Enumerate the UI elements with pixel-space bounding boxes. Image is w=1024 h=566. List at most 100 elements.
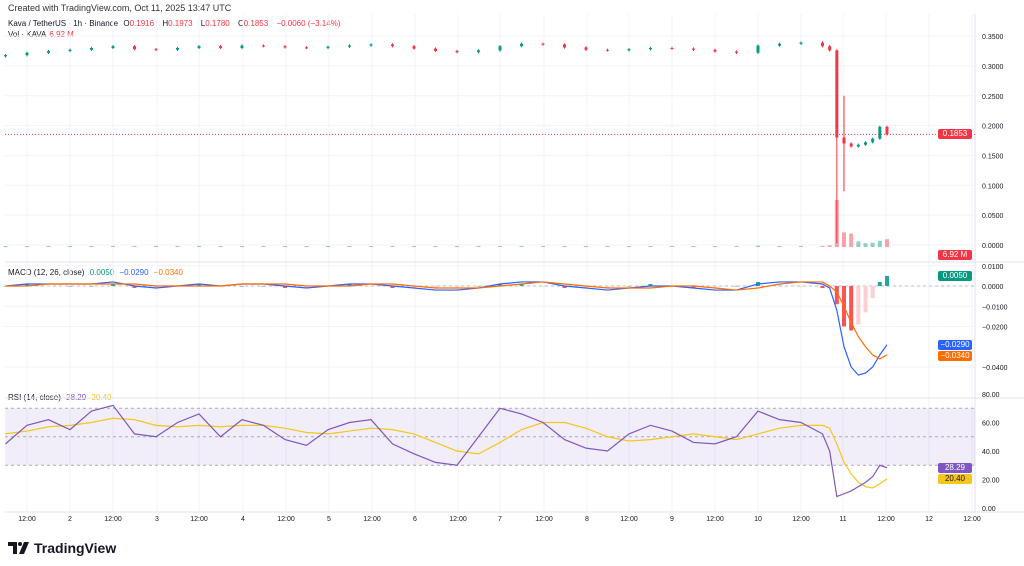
volume-bar [154,246,158,247]
x-tick-label: 5 [327,516,331,523]
candle-body [756,45,760,53]
credit-text: Created with TradingView.com, Oct 11, 20… [8,3,232,13]
volume-bar [261,246,266,247]
volume-bar [455,246,459,247]
price-tick-label: 0.1000 [982,183,1004,190]
volume-bar [827,245,832,247]
candle-body [828,46,832,51]
candle-body [455,50,459,53]
macd-histogram-bar [154,286,158,289]
volume-bar [777,246,782,247]
macd-histogram-bar [283,286,287,289]
price-tick-label: 0.2000 [982,124,1004,131]
candle-body [176,47,179,50]
volume-bar [648,246,653,247]
low-value: 0.1780 [205,19,230,28]
candle-body [412,46,416,49]
macd-tick-label: 0.0100 [982,264,1004,271]
candle-body [262,45,265,47]
high-value: 0.1973 [168,19,193,28]
signal-line [5,281,888,360]
macd-tag: −0.0290 [938,340,972,350]
volume-bar [111,246,115,247]
x-tick-label: 12:00 [963,516,981,523]
volume-bar [197,246,201,247]
macd-histogram-bar [541,286,545,287]
macd-histogram-bar [455,286,459,289]
x-tick-label: 3 [155,516,159,523]
candle-body [835,50,839,138]
candle-body [154,49,158,51]
macd-histogram-bar [347,283,352,286]
volume-bar [390,246,395,247]
x-tick-label: 12 [925,516,933,523]
volume-bar [89,246,94,247]
volume-bar [218,246,223,247]
volume-bar [498,246,502,247]
macd-histogram-bar [433,286,438,289]
open-label: O [123,19,130,28]
rsi-band [5,408,975,466]
volume-bar [46,246,51,247]
x-tick-label: 10 [754,516,762,523]
candle-body [778,43,781,46]
x-tick-label: 11 [839,516,846,523]
x-tick-label: 12:00 [190,516,208,523]
close-value: 0.1853 [243,19,269,28]
volume-bar [713,246,717,247]
volume-bar [734,246,739,247]
macd-tick-label: −0.0400 [982,365,1008,372]
candle-body [584,47,588,50]
volume-bar [326,246,330,247]
macd-tick-label: −0.0100 [982,304,1008,311]
volume-bar [68,246,72,247]
macd-histogram-bar [885,275,889,286]
volume-bar [283,246,287,247]
macd-histogram-bar [25,283,29,286]
macd-histogram-bar [734,286,739,287]
candle-body [25,52,29,56]
x-tick-label: 9 [670,516,674,523]
macd-histogram-bar [240,286,244,287]
volume-bar [3,246,8,247]
volume-bar [670,246,674,247]
macd-histogram-bar [605,286,610,289]
rsi-ma-line [5,417,888,489]
volume-bar [691,246,696,247]
volume-bar [870,242,875,247]
candle-body [498,46,502,51]
macd-histogram-bar [412,286,416,289]
x-tick-label: 12:00 [363,516,381,523]
rsi-tick-label: 80.00 [982,392,1000,399]
price-tick-label: 0.0500 [982,213,1004,220]
signal-tag: −0.0340 [938,351,972,361]
rsi-tick-label: 20.00 [982,478,1000,485]
tradingview-logo[interactable]: TradingView [8,540,116,556]
macd-histogram-bar [648,283,653,286]
brand-name: TradingView [34,540,117,556]
candle-body [821,42,824,47]
candle-body [240,45,244,48]
volume-bar [25,246,29,247]
macd-histogram-bar [691,286,696,289]
macd-histogram-bar [197,283,201,286]
x-tick-label: 8 [585,516,589,523]
volume-bar [562,246,567,247]
macd-histogram-bar [68,286,72,287]
x-tick-label: 12:00 [449,516,467,523]
candle-body [563,44,566,48]
candle-body [348,45,351,47]
rsi-tick-label: 0.00 [982,506,996,513]
macd-histogram-bar [498,283,502,286]
symbol-label[interactable]: Kava / TetherUS · 1h · Binance [8,19,119,28]
volume-bar [347,246,352,247]
close-label: C [237,19,244,28]
volume-bar [605,246,610,247]
macd-label[interactable]: MACD (12, 26, close) [8,268,85,277]
price-tag: 0.1853 [938,129,972,139]
volume-bar [863,243,868,247]
rsi-tick-label: 40.00 [982,449,1000,456]
macd-histogram-bar [834,286,839,305]
macd-histogram-bar [863,286,868,313]
